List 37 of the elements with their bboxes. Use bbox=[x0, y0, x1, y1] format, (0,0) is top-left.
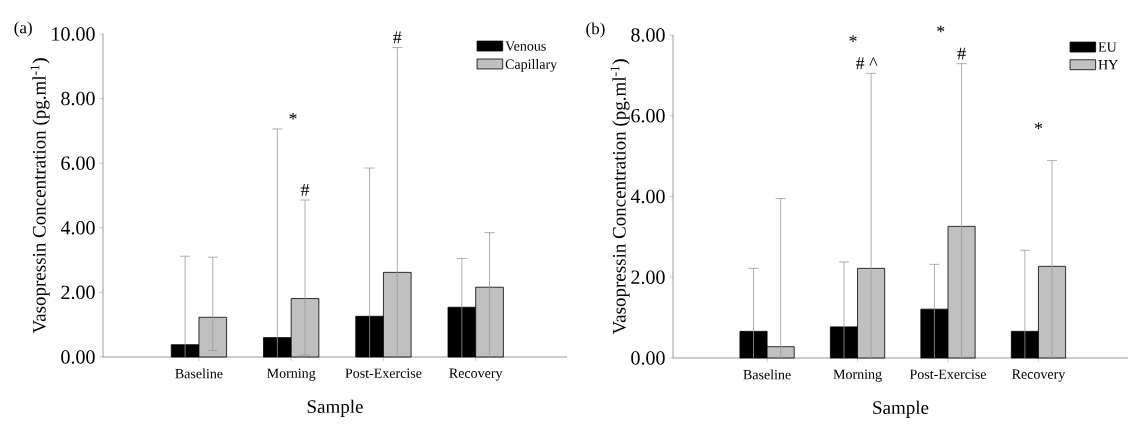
y-tick-label: 0.00 bbox=[631, 351, 665, 365]
x-tick-label: Post-Exercise bbox=[345, 368, 422, 378]
text: * bbox=[937, 25, 945, 33]
x-tick-label: Recovery bbox=[449, 368, 503, 381]
y-tick-label: 2.00 bbox=[61, 285, 95, 300]
annotation: * bbox=[1034, 122, 1043, 130]
y-axis-title: Vasopressin Concentration (pg.ml$^{-1}$) bbox=[30, 58, 50, 334]
y-tick-label: 6.00 bbox=[631, 108, 665, 123]
annotation: * bbox=[289, 112, 297, 120]
y-tick-label: 4.00 bbox=[60, 221, 95, 235]
annotation: # bbox=[393, 31, 402, 44]
y-tick-label: 2.00 bbox=[631, 270, 665, 285]
x-tick-label: Recovery bbox=[1012, 369, 1066, 382]
y-tick-label: 8.00 bbox=[61, 91, 95, 106]
annotation: # bbox=[300, 184, 310, 196]
x-tick-label: Morning bbox=[833, 369, 882, 382]
y-tick-label: 10.00 bbox=[52, 27, 95, 41]
x-axis-title: Sample bbox=[307, 399, 363, 417]
text: (a) bbox=[14, 21, 32, 37]
x-tick-label: Post-Exercise bbox=[909, 369, 986, 379]
y-axis-title: Vasopressin Concentration (pg.ml$^{-1}$) bbox=[610, 59, 630, 335]
x-axis-title: Sample bbox=[873, 400, 929, 418]
y-tick-label: 0.00 bbox=[61, 350, 95, 364]
y-tick-label: 8.00 bbox=[631, 28, 665, 42]
annotation: # ^ bbox=[855, 57, 878, 70]
legend-label: HY bbox=[1098, 60, 1118, 70]
text: (b) bbox=[586, 22, 605, 38]
legend-label: Venous bbox=[505, 41, 546, 51]
annotation: # bbox=[957, 47, 966, 60]
y-tick-label: 6.00 bbox=[61, 156, 95, 170]
legend-label: Capillary bbox=[505, 59, 558, 72]
x-tick-label: Baseline bbox=[743, 369, 791, 380]
annotation: * bbox=[849, 35, 857, 42]
y-tick-label: 4.00 bbox=[630, 189, 665, 204]
x-tick-label: Morning bbox=[267, 368, 316, 381]
legend-label: EU bbox=[1098, 42, 1117, 52]
x-tick-label: Baseline bbox=[175, 368, 223, 379]
